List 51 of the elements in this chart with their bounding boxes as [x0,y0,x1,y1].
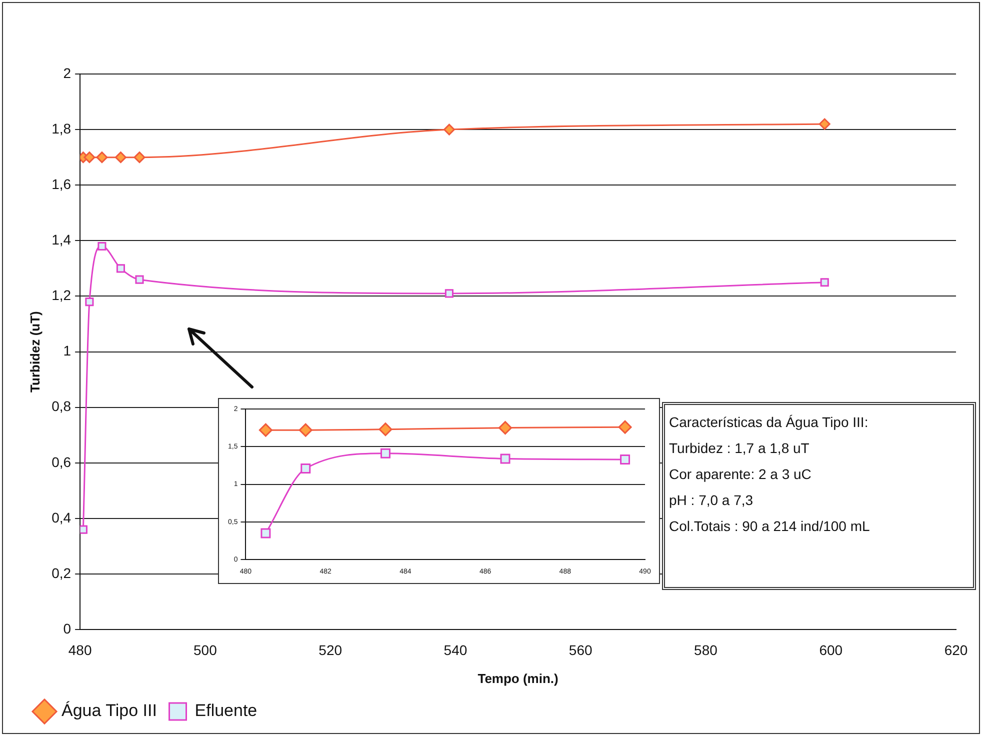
y-tick-label: 0 [63,620,72,636]
x-axis-title: Tempo (min.) [478,670,558,686]
x-tick-label: 520 [318,642,342,658]
annotation: Turbidez : 1,7 a 1,8 uT [669,439,810,458]
point [820,278,829,287]
y-tick-label: 0,4 [52,509,72,526]
point [498,421,512,435]
point [378,422,392,436]
y-tick-label: 0,6 [52,454,72,470]
y-tick-label: 0,8 [52,398,72,414]
point [818,118,830,130]
point [135,275,144,284]
point [298,423,312,437]
y-tick-label: 2 [63,64,72,81]
legend-label: Efluente [194,701,258,720]
point [618,420,632,434]
point [260,528,271,538]
point [620,454,630,464]
point [380,448,390,458]
y-tick-label: 1 [63,342,72,359]
y-tick-label: 1,8 [52,120,72,136]
point [114,152,126,164]
point [80,525,88,534]
legend-label: Água Tipo III [62,701,157,720]
point [300,463,311,474]
x-tick-label: 600 [819,642,843,658]
y-tick-label: 1,2 [52,287,72,304]
y-tick-label: 1,6 [52,176,72,192]
point [258,423,272,437]
point [134,152,146,164]
y-axis-title: Turbidez (uT) [27,311,42,392]
annotation: Cor aparente: 2 a 3 uC [669,465,812,484]
point [443,124,455,136]
x-tick-label: 480 [68,642,92,658]
x-tick-label: 540 [444,642,468,658]
annotation: Características da Água Tipo III: [669,413,870,432]
annotation: Col.Totais : 90 a 214 ind/100 mL [669,517,871,536]
point [84,152,96,164]
x-tick-label: 620 [944,642,968,658]
x-tick-label: 580 [694,642,718,658]
annotation: pH : 7,0 a 7,3 [669,491,754,510]
x-tick-label: 560 [568,642,592,658]
point [96,152,108,164]
x-tick-label: 500 [194,642,218,658]
y-tick-label: 1,4 [52,232,72,248]
point [98,242,106,251]
y-tick-label: 0,2 [52,564,72,581]
point [500,454,510,464]
point [85,298,94,306]
point [116,264,126,273]
point [444,289,454,298]
